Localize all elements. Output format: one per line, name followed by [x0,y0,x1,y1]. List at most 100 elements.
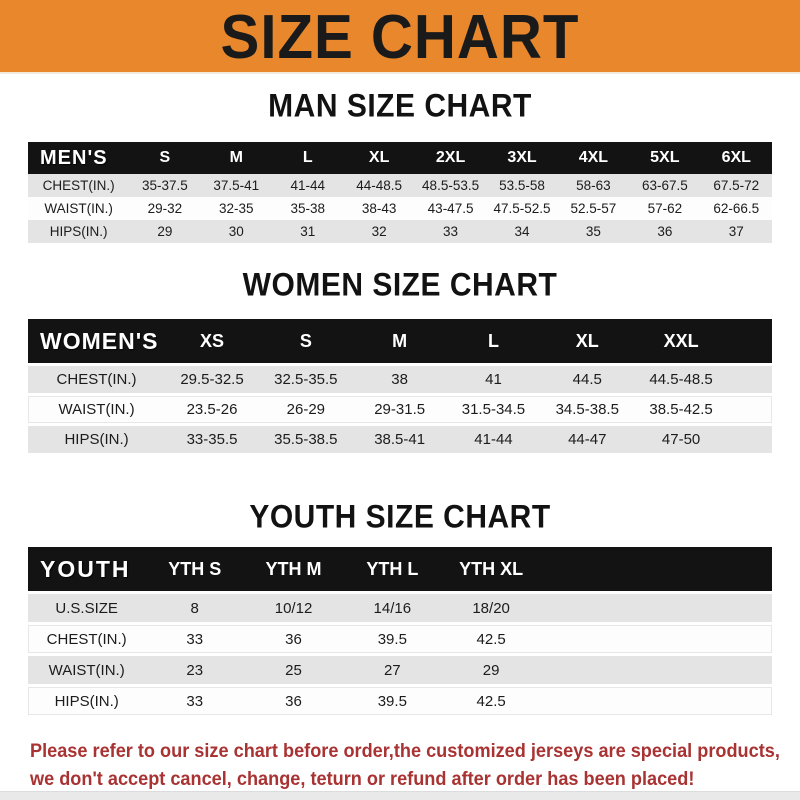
size-value: 35.5-38.5 [274,431,338,448]
size-value: 31.5-34.5 [461,401,526,418]
page-title: SIZE CHART [220,1,580,71]
size-value: 38-43 [361,201,397,216]
size-value: 42.5 [476,692,506,710]
size-value: 27 [383,661,401,679]
table-row: CHEST(IN.) 29.5-32.5 32.5-35.5 38 41 44.5 44.5… [28,366,772,393]
table-row: WAIST(IN.) 23 25 27 29 [28,656,772,684]
column-header: YTH S [168,558,222,579]
column-header: 5XL [650,149,680,166]
size-value: 14/16 [373,599,412,617]
table-row: HIPS(IN.) 29 30 31 32 33 34 35 36 37 [28,220,772,243]
size-value: 34 [514,224,530,239]
column-header: M [392,330,408,351]
disclaimer-line-2: we don't accept cancel, change, teturn o… [30,768,695,791]
men-section-heading: MAN SIZE CHART [268,88,532,125]
column-header: M [229,149,243,166]
row-label: WAIST(IN.) [58,401,135,418]
row-label: HIPS(IN.) [49,224,108,239]
column-header: S [299,330,312,351]
table-row: U.S.SIZE 8 10/12 14/16 18/20 [28,594,772,622]
women-section-heading: WOMEN SIZE CHART [242,267,558,304]
size-value: 29-32 [147,201,183,216]
size-value: 30 [228,224,244,239]
row-label: WAIST(IN.) [44,201,113,216]
bottom-strip [0,791,800,800]
size-value: 29.5-32.5 [180,371,244,388]
column-header: 2XL [435,149,466,166]
column-header: 6XL [721,149,751,166]
size-value: 37 [728,224,744,239]
size-value: 63-67.5 [641,178,688,193]
size-value: 44-47 [568,431,607,448]
size-value: 34.5-38.5 [555,401,619,418]
size-value: 29 [482,661,500,679]
size-value: 37.5-41 [213,178,260,193]
size-value: 39.5 [377,692,407,710]
size-value: 44.5 [572,371,602,388]
size-value: 18/20 [472,599,510,617]
youth-section-heading: YOUTH SIZE CHART [249,499,551,536]
column-header: YTH M [265,558,322,579]
size-value: 35-38 [290,201,325,216]
size-value: 25 [285,661,302,679]
size-value: 42.5 [476,630,506,648]
column-header: 4XL [578,149,609,166]
column-header: S [159,149,171,166]
size-value: 36 [285,692,302,710]
size-value: 57-62 [647,201,683,216]
table-row: WAIST(IN.) 29-32 32-35 35-38 38-43 43-47.5 47.… [28,197,772,220]
size-value: 29 [157,224,173,239]
row-label: CHEST(IN.) [46,630,127,648]
row-label: CHEST(IN.) [56,371,137,388]
size-value: 43-47.5 [427,201,474,216]
size-value: 35-37.5 [141,178,188,193]
size-value: 36 [285,630,302,648]
size-value: 32 [371,224,387,239]
size-value: 38.5-42.5 [649,401,713,418]
size-value: 33 [186,630,204,648]
size-value: 32-35 [219,201,254,216]
size-value: 48.5-53.5 [422,178,480,193]
size-value: 10/12 [274,599,313,617]
men-size-chart-section: MAN SIZE CHART MEN'S S M L XL 2XL 3XL 4XL 5XL 6XL… [0,88,800,243]
table-row: CHEST(IN.) 35-37.5 37.5-41 41-44 44-48.5 48.5… [28,174,772,197]
column-header: L [487,330,499,351]
women-size-chart-section: WOMEN SIZE CHART WOMEN'S XS S M L XL XXL CHEST(… [0,267,800,453]
column-header: YTH XL [459,558,524,579]
youth-size-table: YOUTH YTH S YTH M YTH L YTH XL U.S.SIZE 8 10/12… [28,547,772,715]
size-value: 44.5-48.5 [649,371,713,388]
table-header-row: YOUTH YTH S YTH M YTH L YTH XL [28,547,772,591]
size-value: 38 [391,371,408,388]
column-header: YTH L [366,558,419,579]
size-value: 47-50 [661,431,701,448]
size-value: 41-44 [290,178,325,193]
row-label: WAIST(IN.) [48,661,125,679]
size-value: 67.5-72 [713,178,760,193]
table-row: WAIST(IN.) 23.5-26 26-29 29-31.5 31.5-34.5 34… [28,396,772,423]
table-row: HIPS(IN.) 33-35.5 35.5-38.5 38.5-41 41-44 44-… [28,426,772,453]
row-label: HIPS(IN.) [54,692,119,710]
size-value: 41 [485,371,502,388]
size-value: 52.5-57 [570,201,617,216]
size-value: 23.5-26 [186,401,238,418]
table-corner-label: YOUTH [40,555,131,582]
table-row: HIPS(IN.) 33 36 39.5 42.5 [28,687,772,715]
column-header: XL [368,149,390,166]
size-value: 44-48.5 [356,178,403,193]
size-value: 39.5 [377,630,407,648]
size-value: 38.5-41 [374,431,426,448]
size-value: 35 [585,224,601,239]
size-value: 41-44 [474,431,513,448]
size-value: 32.5-35.5 [274,371,338,388]
row-label: CHEST(IN.) [42,178,115,193]
table-header-row: WOMEN'S XS S M L XL XXL [28,319,772,363]
column-header: XL [575,330,599,351]
disclaimer-line-1: Please refer to our size chart before or… [30,740,780,762]
column-header: 3XL [507,149,537,166]
size-value: 31 [300,224,316,239]
size-value: 36 [657,224,673,239]
size-value: 53.5-58 [499,178,545,193]
table-corner-label: WOMEN'S [40,327,159,354]
row-label: HIPS(IN.) [64,431,129,448]
size-value: 33-35.5 [186,431,238,448]
